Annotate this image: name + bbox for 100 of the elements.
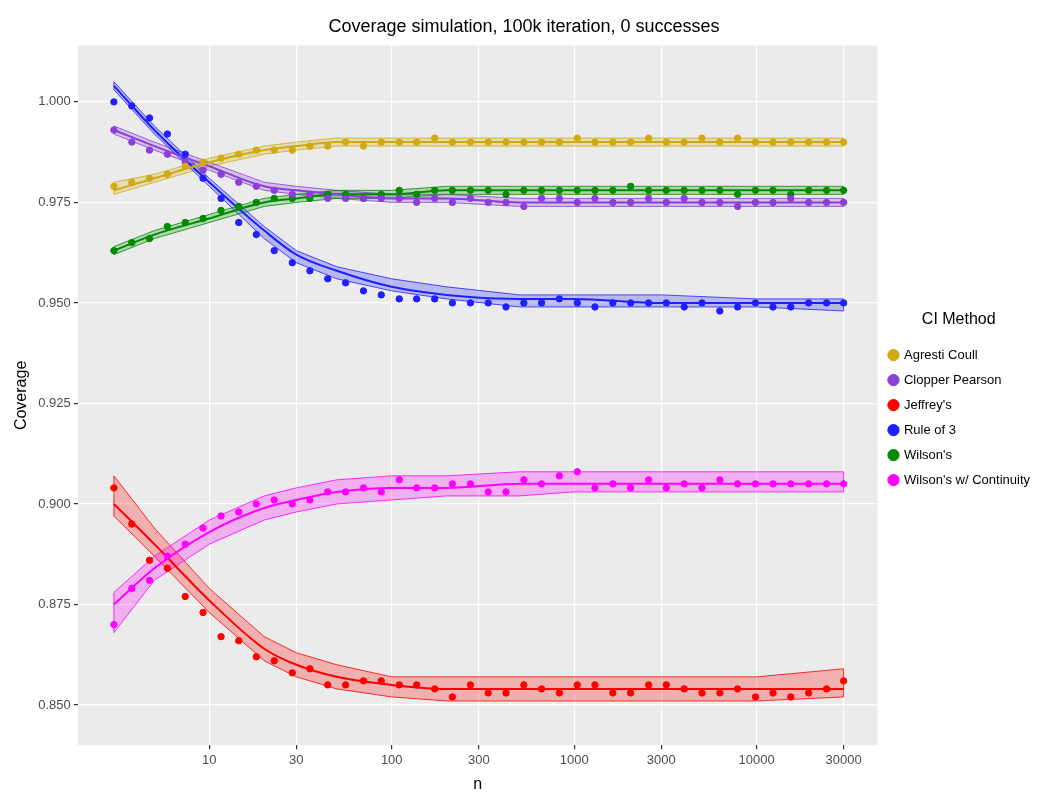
point [110,182,118,191]
point [145,174,154,182]
point [804,138,813,146]
point [822,480,831,488]
point [502,488,510,496]
point [537,685,546,693]
point [751,186,760,195]
point [448,480,457,488]
point [395,138,403,146]
point [288,500,296,508]
point [128,178,136,186]
point [680,186,688,195]
point [199,524,207,532]
x-tick-label: 10 [202,751,217,767]
point [306,142,314,150]
point [484,138,492,146]
point [431,194,439,203]
point [181,592,189,601]
point [306,190,314,199]
point [769,480,777,488]
point [235,636,243,645]
point [733,480,742,488]
point [822,198,831,207]
point [733,303,742,311]
point [698,198,706,207]
point [609,138,617,146]
point [359,142,368,150]
point [644,134,653,142]
x-tick-label: 10000 [738,751,775,767]
point [324,488,332,496]
point [163,552,172,560]
point [199,166,207,174]
point [502,689,510,697]
point [431,484,439,492]
y-tick-label: 0.975 [38,193,71,209]
point [145,556,154,564]
point [804,198,813,207]
point [591,484,599,492]
point [181,218,189,227]
y-tick-label: 0.925 [38,395,71,411]
point [359,677,368,685]
point [181,162,189,170]
point [145,114,154,122]
point [377,138,385,146]
point [520,476,528,484]
point [537,186,546,195]
point [644,186,653,195]
point [341,279,350,287]
point [626,484,635,492]
y-tick-label: 0.950 [38,294,71,310]
point [252,653,261,661]
point [680,685,688,693]
point [110,98,118,106]
point [341,681,350,689]
point [377,488,385,496]
point [448,299,457,307]
point [787,693,795,701]
point [484,689,492,697]
point [680,194,688,203]
point [644,299,653,307]
point [341,138,350,146]
point [252,182,261,191]
point [128,238,136,247]
point [163,130,172,138]
y-tick-label: 0.900 [38,495,71,511]
point [804,480,813,488]
point [466,194,475,203]
point [163,170,172,178]
point [395,476,403,484]
point [217,632,225,641]
point [377,194,385,203]
x-tick-label: 1000 [559,751,589,767]
point [520,202,528,211]
point [555,472,564,480]
point [217,206,225,215]
point [609,198,617,207]
point [769,303,777,311]
point [306,496,314,504]
point [288,146,296,154]
point [306,267,314,275]
point [769,198,777,207]
point [698,134,706,142]
point [716,198,724,207]
point [431,295,439,303]
point [787,138,795,146]
point [110,126,118,134]
point [662,484,670,492]
point [733,685,742,693]
point [466,138,475,146]
point [680,138,688,146]
legend-label: Jeffrey's [903,396,953,412]
point [662,198,670,207]
point [698,186,706,195]
point [839,480,848,488]
point [751,693,760,701]
legend-label: Rule of 3 [903,421,957,437]
point [341,194,350,203]
point [716,186,724,195]
point [609,186,617,195]
legend-label: Wilson's [903,446,953,462]
